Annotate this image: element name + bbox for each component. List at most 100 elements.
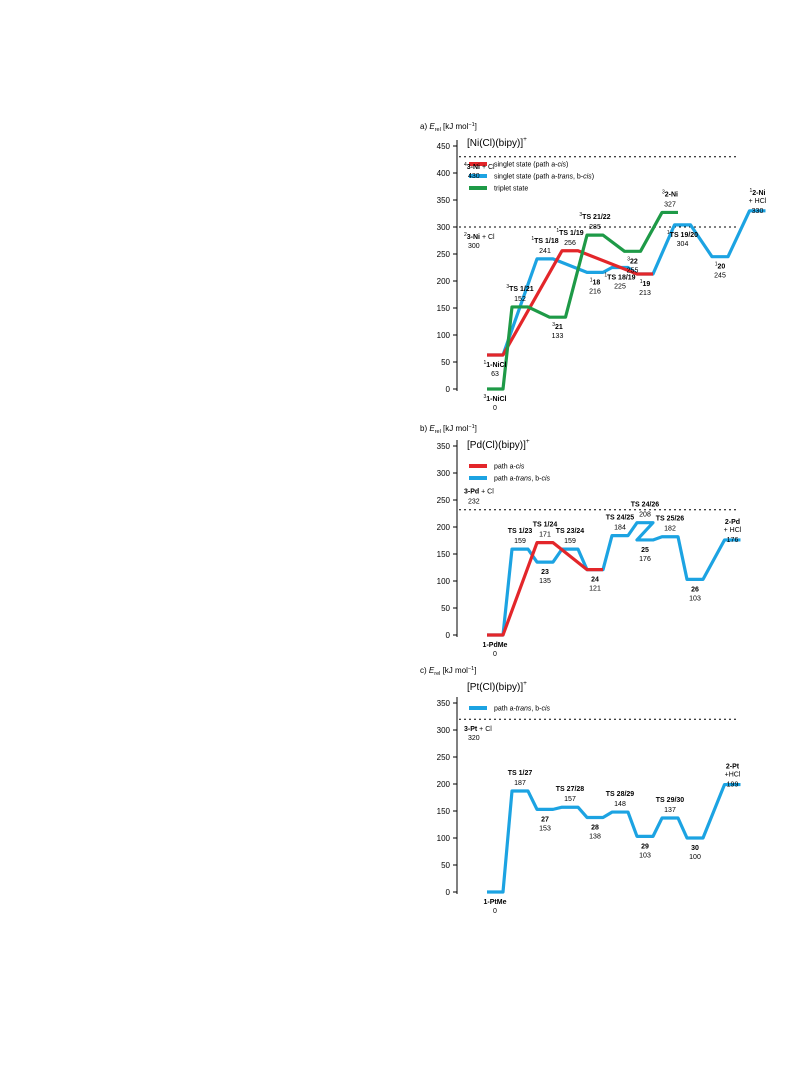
state-name: TS 21/22	[582, 214, 611, 221]
state-energy-value: 327	[664, 201, 676, 208]
state-label: 118	[590, 277, 601, 286]
state-label: TS 27/28	[556, 786, 585, 793]
state-label: 23	[541, 569, 549, 576]
state-energy-value: 171	[539, 532, 551, 539]
state-name: TS 28/29	[606, 791, 635, 798]
y-tick-label: 350	[437, 196, 451, 205]
state-label: 24	[591, 577, 599, 584]
state-label: 31-NiCl	[483, 394, 506, 403]
state-label: 322	[627, 256, 638, 265]
axis-close: ]	[474, 666, 476, 675]
state-energy-value: 241	[539, 248, 551, 255]
state-label: TS 28/29	[606, 791, 635, 798]
state-name: 3-Ni	[467, 234, 480, 241]
state-label: 25	[641, 547, 649, 554]
state-energy-value: 182	[664, 526, 676, 533]
legend-label: singlet state (path a-cis)	[494, 162, 568, 169]
y-tick-label: 150	[437, 304, 451, 313]
state-energy-value: 199	[727, 782, 739, 789]
state-spin-sup: 2	[464, 232, 467, 238]
y-tick-label: 250	[437, 753, 451, 762]
y-tick-label: 350	[437, 442, 451, 451]
y-tick-label: 50	[441, 861, 450, 870]
chart-title: [Pt(Cl)(bipy)]+	[467, 680, 527, 693]
state-spin-sup: 1	[667, 230, 670, 236]
y-tick-label: 100	[437, 331, 451, 340]
series-line-blue	[487, 782, 741, 894]
state-energy-value: 153	[539, 825, 551, 832]
state-energy-value: 187	[514, 780, 526, 787]
legend-text-part: cis	[541, 476, 550, 483]
state-name: TS 1/23	[508, 528, 533, 535]
y-tick-label: 300	[437, 223, 451, 232]
state-spin-sup: 3	[627, 256, 630, 262]
y-axis-label: c) Erel [kJ mol−1]	[420, 666, 476, 677]
state-name: 21	[555, 324, 563, 331]
state-name: TS 25/26	[656, 516, 685, 523]
state-spin-sup: 1	[556, 228, 559, 234]
legend-text-part: cis	[516, 464, 525, 471]
state-extra-label: + HCl	[724, 527, 742, 534]
state-label: 2-Pd	[725, 519, 740, 526]
legend-text-part: trans	[516, 706, 532, 713]
legend-text-part: cis	[557, 162, 566, 169]
state-energy-value: 133	[552, 333, 564, 340]
state-name: 2-Pt	[726, 764, 740, 771]
state-label: TS 1/23	[508, 528, 533, 535]
state-energy-value: 245	[714, 273, 726, 280]
state-spin-sup: 3	[506, 284, 509, 290]
state-energy-value: 176	[727, 537, 739, 544]
legend-text-part: triplet state	[494, 186, 528, 193]
panel-letter: b)	[420, 424, 429, 433]
state-spin-sup: 1	[590, 277, 593, 283]
state-energy-value: 255	[627, 267, 639, 274]
y-tick-label: 0	[446, 631, 451, 640]
state-name: 3-Pt	[464, 726, 478, 733]
state-label: 1-PdMe	[483, 642, 508, 649]
axis-close: ]	[475, 122, 477, 131]
state-name: 3-Ni	[467, 164, 480, 171]
axis-exponent: −1	[468, 666, 474, 672]
series-line-red	[487, 249, 653, 357]
state-energy-value: 208	[639, 512, 651, 519]
chart-title-sup: +	[523, 680, 527, 687]
state-label: 119	[640, 279, 651, 288]
state-name: TS 1/18	[534, 238, 559, 245]
axis-symbol: E	[429, 424, 435, 433]
state-energy-value: 225	[614, 284, 626, 291]
axis-symbol: E	[429, 666, 435, 675]
state-label: TS 24/25	[606, 515, 635, 522]
state-energy-value: 121	[589, 586, 601, 593]
legend-label: path a-trans, b-cis	[494, 706, 551, 713]
state-energy-value: 0	[493, 651, 497, 658]
axis-subscript: rel	[435, 127, 441, 133]
state-extra: + Cl	[479, 489, 494, 496]
state-label: 1TS 18/19	[604, 273, 635, 282]
state-energy-value: 63	[491, 371, 499, 378]
state-energy-value: 137	[664, 807, 676, 814]
state-name: 27	[541, 816, 549, 823]
state-extra: + Cl	[480, 164, 495, 171]
state-spin-sup: 1	[715, 262, 718, 268]
y-tick-label: 200	[437, 277, 451, 286]
legend-label: singlet state (path a-trans, b-cis)	[494, 174, 594, 181]
state-name: TS 1/21	[509, 286, 534, 293]
state-label: 3-Pt + Cl	[464, 726, 492, 733]
legend-text-part: cis	[541, 706, 550, 713]
legend-text-part: , b-	[531, 476, 542, 483]
state-label: TS 23/24	[556, 528, 585, 535]
state-name: 26	[691, 586, 699, 593]
state-energy-value: 103	[689, 595, 701, 602]
state-name: 18	[592, 279, 600, 286]
state-label: TS 24/26	[631, 502, 660, 509]
state-name: 20	[717, 264, 725, 271]
legend-text-part: path a-	[494, 476, 516, 483]
y-tick-label: 50	[441, 358, 450, 367]
state-energy-value: 285	[589, 224, 601, 231]
state-label: 29	[641, 843, 649, 850]
state-spin-sup: 3	[552, 322, 555, 328]
state-energy-value: 0	[493, 908, 497, 915]
legend-text-part: trans	[516, 476, 532, 483]
state-label: TS 29/30	[656, 797, 685, 804]
